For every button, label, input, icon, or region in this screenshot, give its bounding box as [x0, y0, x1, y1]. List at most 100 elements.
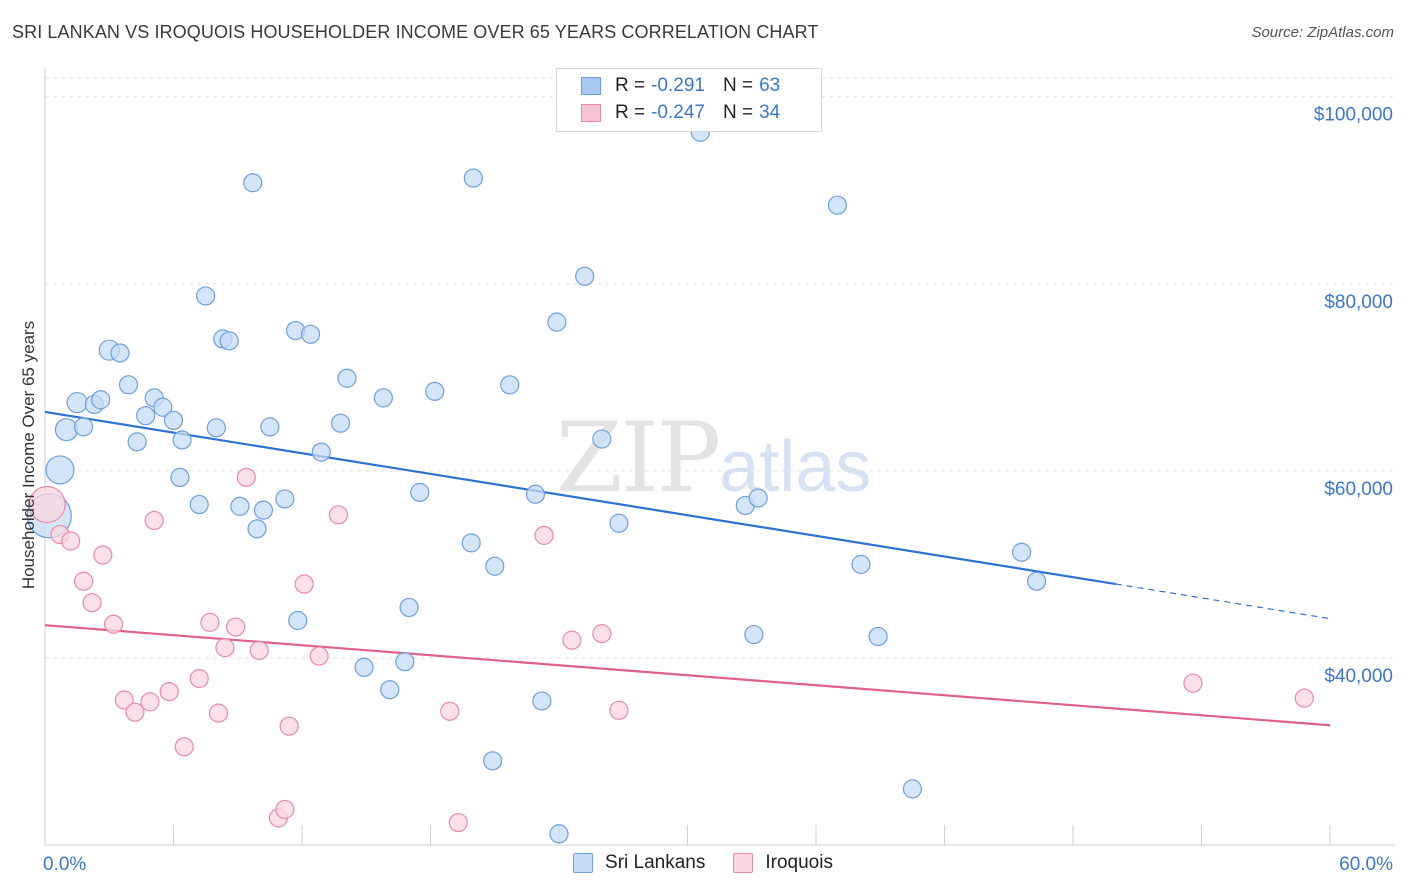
sri-lankans-point — [868, 626, 888, 647]
grid-lines — [45, 77, 1395, 659]
iroquois-point — [125, 702, 145, 722]
x-tick-label: 0.0% — [43, 854, 86, 875]
iroquois-trend-line — [44, 624, 1331, 727]
iroquois-point — [1183, 673, 1203, 693]
sri-lankans-point — [575, 266, 595, 286]
sri-lankans-point — [547, 312, 567, 332]
sri-lankans-point — [330, 413, 351, 433]
iroquois-point — [592, 624, 612, 644]
y-tick-label: $60,000 — [1324, 479, 1393, 500]
sri-lankans-point — [549, 824, 569, 844]
chart-title: SRI LANKAN VS IROQUOIS HOUSEHOLDER INCOM… — [12, 22, 819, 42]
sri-lankans-point — [300, 324, 321, 344]
sri-lankans-point — [170, 467, 190, 488]
sri-lankans-point — [902, 779, 922, 799]
sri-lankans-point — [592, 429, 612, 449]
sri-lankans-point — [463, 168, 483, 188]
sri-lankans-point — [275, 489, 295, 509]
legend-item-sri-lankans[interactable]: Sri Lankans — [573, 852, 705, 874]
sri-lankans-point — [230, 496, 250, 516]
iroquois-point — [249, 640, 269, 661]
sri-lankans-point — [1026, 571, 1047, 591]
sri-lankans-point — [189, 494, 209, 515]
sri-lankans-point — [253, 500, 274, 520]
y-axis-label: Householder Income Over 65 years — [19, 321, 38, 589]
sri-lankans-point — [410, 482, 430, 502]
sri-lankans-point — [243, 173, 263, 193]
sri-lankans-point — [337, 368, 357, 388]
sri-lankans-legend-swatch — [573, 853, 594, 873]
iroquois-point — [236, 467, 256, 488]
r-label: R = — [615, 75, 646, 96]
source-label: Source: ZipAtlas.com — [1251, 24, 1394, 41]
n-label: N = — [722, 102, 754, 123]
iroquois-point — [609, 700, 629, 720]
sri-lankans-point — [1011, 542, 1032, 562]
sri-lankans-point — [247, 519, 267, 539]
sri-lankans-point — [354, 657, 374, 677]
iroquois-point — [534, 525, 554, 545]
watermark-zip: ZIP — [556, 402, 721, 514]
iroquois-point — [82, 593, 102, 613]
sri-lankans-point — [485, 556, 505, 576]
sri-lankans-point — [66, 391, 88, 414]
trend-lines — [44, 410, 1331, 727]
sri-lankans-point — [110, 343, 130, 363]
sri-lankans-point — [219, 331, 239, 351]
tick-labels: $40,000 $60,000 $80,000 $100,000 0.0% 60.0% — [43, 105, 1393, 875]
x-tick-label: 60.0% — [1339, 854, 1393, 875]
data-points — [26, 122, 1314, 844]
iroquois-legend-swatch — [733, 853, 754, 873]
iroquois-point — [140, 692, 160, 712]
n-value: 63 — [759, 75, 781, 96]
sri-lankans-point — [172, 430, 192, 450]
sri-lankans-point — [483, 751, 503, 771]
iroquois-point — [294, 574, 314, 594]
sri-lankans-point — [196, 286, 216, 306]
iroquois-point — [73, 571, 94, 591]
r-label: R = — [615, 102, 646, 123]
sri-lankans-point — [163, 410, 184, 430]
sri-lankans-point — [73, 417, 94, 437]
axes — [44, 68, 1395, 846]
iroquois-point — [174, 737, 194, 757]
sri-lankans-point — [118, 375, 139, 395]
iroquois-point — [226, 617, 246, 637]
stats-legend-row-sri-lankans: R = -0.291 N = 63 — [581, 73, 780, 99]
sri-lankans-point — [206, 418, 226, 438]
sri-lankans-point — [500, 375, 520, 395]
iroquois-point — [279, 716, 299, 736]
series-legend: Sri Lankans Iroquois — [0, 852, 1406, 874]
sri-lankans-point — [260, 417, 280, 437]
sri-lankans-point — [136, 406, 156, 426]
sri-lankans-trend-line — [44, 410, 1117, 586]
sri-lankans-point — [380, 680, 400, 700]
sri-lankans-point — [851, 554, 871, 574]
sri-lankans-point — [311, 442, 331, 462]
sri-lankans-point — [609, 513, 629, 533]
iroquois-point — [448, 812, 468, 833]
sri-lankans-trend-extension — [1115, 583, 1331, 620]
n-label: N = — [722, 75, 754, 96]
sri-lankans-point — [827, 195, 848, 215]
watermark-atlas: atlas — [719, 427, 872, 507]
sri-lankans-point — [153, 397, 173, 417]
sri-lankans-point — [288, 610, 308, 631]
legend-item-iroquois[interactable]: Iroquois — [733, 852, 833, 874]
sri-lankans-point — [45, 455, 75, 485]
legend-label: Iroquois — [765, 852, 833, 873]
sri-lankans-point — [425, 381, 445, 401]
sri-lankans-point — [395, 652, 415, 672]
sri-lankans-point — [91, 390, 111, 410]
sri-lankans-point — [399, 597, 419, 618]
iroquois-point — [328, 505, 349, 525]
watermark: ZIPatlas — [556, 402, 871, 514]
sri-lankans-point — [54, 418, 79, 442]
iroquois-point — [215, 638, 235, 658]
stats-legend-row-iroquois: R = -0.247 N = 34 — [581, 100, 780, 126]
stats-legend: R = -0.291 N = 63 R = -0.247 N = 34 — [556, 68, 822, 132]
iroquois-point — [103, 614, 124, 634]
iroquois-point — [208, 703, 229, 723]
r-value: -0.247 — [651, 102, 705, 123]
